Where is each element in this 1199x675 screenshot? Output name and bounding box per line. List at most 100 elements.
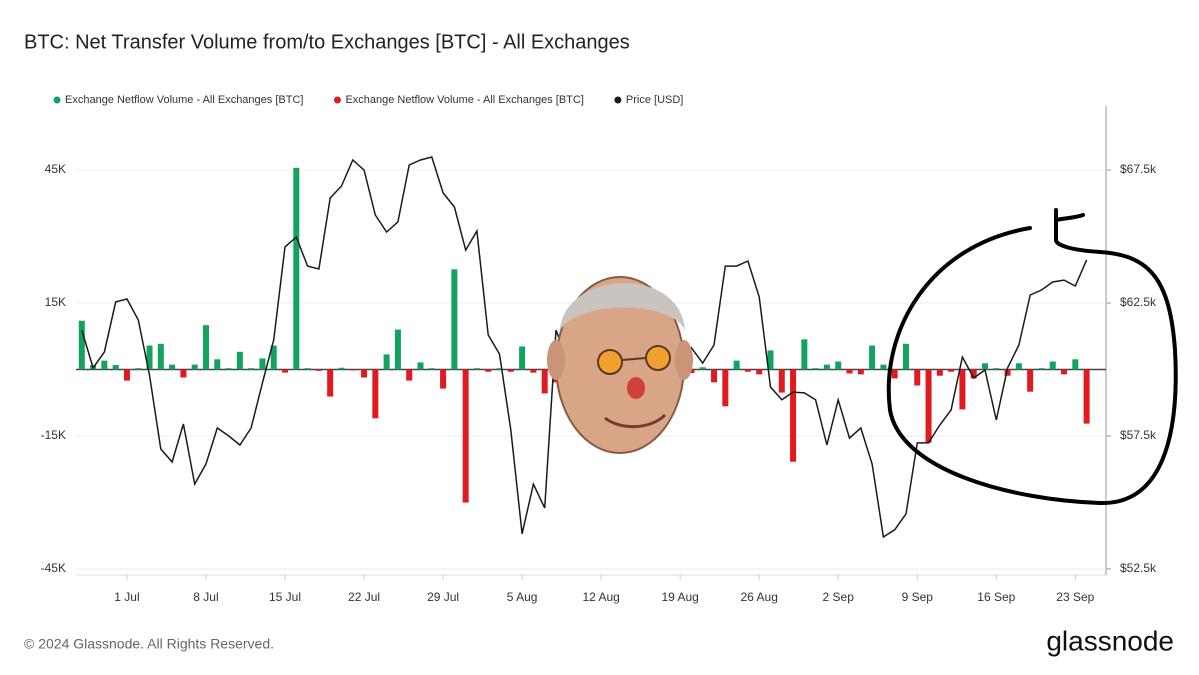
bar <box>823 364 830 370</box>
bar <box>304 368 311 370</box>
bar <box>812 368 819 370</box>
bar <box>135 368 142 370</box>
bar <box>902 343 909 370</box>
bar <box>880 364 887 370</box>
bar <box>959 369 966 410</box>
bar <box>1083 369 1090 424</box>
logo: glassnode <box>1046 625 1174 656</box>
x-tick-label: 9 Sep <box>902 590 934 604</box>
bar <box>790 369 797 462</box>
y2-tick-label: $57.5k <box>1120 428 1157 442</box>
labels: -45K -15K 15K 45K $52.5k $57.5k $62.5k $67.5k 1 … <box>41 94 1157 604</box>
bar <box>202 325 209 370</box>
bar <box>744 369 751 372</box>
y-tick-label: 15K <box>45 295 66 309</box>
bar <box>982 363 988 370</box>
bar <box>857 369 864 375</box>
bar <box>473 368 480 370</box>
bar <box>146 345 153 370</box>
bar <box>1049 361 1056 370</box>
y-tick-label: -45K <box>41 561 66 575</box>
legend-marker <box>53 96 61 104</box>
bar <box>394 329 401 370</box>
x-tick-label: 15 Jul <box>269 590 301 604</box>
bar <box>846 369 853 374</box>
bar <box>801 339 808 370</box>
bar <box>123 369 130 381</box>
bar <box>869 345 876 370</box>
y2-tick-label: $67.5k <box>1120 162 1157 176</box>
bar <box>711 369 718 383</box>
bar <box>383 354 390 370</box>
bar <box>417 362 424 370</box>
legend-label: Price [USD] <box>626 94 683 106</box>
bar <box>372 369 379 419</box>
bar <box>496 368 503 370</box>
x-tick-label: 2 Sep <box>823 590 855 604</box>
bar <box>315 369 322 371</box>
bar <box>970 369 977 379</box>
bar <box>778 369 785 393</box>
legend-label: Exchange Netflow Volume - All Exchanges … <box>65 94 303 106</box>
bar <box>891 369 898 379</box>
bar <box>1004 369 1011 376</box>
bar <box>1015 363 1022 370</box>
bar <box>993 368 1000 370</box>
x-tick-label: 12 Aug <box>582 590 619 604</box>
bar <box>214 359 221 370</box>
bar <box>451 269 458 370</box>
bar <box>1038 368 1045 370</box>
bar <box>327 369 334 397</box>
bar <box>936 369 943 376</box>
bar <box>462 369 469 503</box>
bar <box>259 358 266 370</box>
bar <box>835 361 842 370</box>
legend-marker <box>333 96 341 104</box>
face-sticker <box>547 276 693 454</box>
hand-drawn-circle <box>886 208 1178 506</box>
bar <box>112 365 119 370</box>
bar <box>428 368 435 370</box>
x-tick-label: 23 Sep <box>1056 590 1094 604</box>
bar <box>925 369 932 443</box>
bar <box>236 351 243 370</box>
bar <box>338 367 345 370</box>
y2-tick-label: $62.5k <box>1120 295 1157 309</box>
bar <box>180 369 187 378</box>
bar <box>767 350 774 370</box>
bar <box>541 369 548 394</box>
y2-tick-label: $52.5k <box>1120 561 1157 575</box>
bar <box>406 369 413 381</box>
x-tick-label: 1 Jul <box>114 590 139 604</box>
bar <box>270 345 277 370</box>
bar <box>485 369 492 372</box>
copyright: © 2024 Glassnode. All Rights Reserved. <box>24 636 274 652</box>
x-tick-label: 16 Sep <box>977 590 1015 604</box>
x-tick-label: 5 Aug <box>507 590 538 604</box>
x-tick-label: 19 Aug <box>661 590 698 604</box>
bar <box>78 320 85 370</box>
bar <box>349 369 356 371</box>
x-tick-label: 26 Aug <box>741 590 778 604</box>
bar <box>699 367 706 370</box>
bar <box>282 369 289 373</box>
bar <box>248 368 255 370</box>
bar <box>530 369 537 373</box>
bar <box>293 167 300 370</box>
x-tick-label: 8 Jul <box>193 590 218 604</box>
chart-title: BTC: Net Transfer Volume from/to Exchang… <box>24 31 630 53</box>
bar <box>225 368 232 370</box>
bar <box>948 369 955 372</box>
bar <box>756 369 763 375</box>
bar <box>688 369 695 374</box>
bar <box>722 369 729 407</box>
bar <box>169 364 176 370</box>
legend-marker <box>614 96 622 104</box>
bar <box>157 343 164 370</box>
x-tick-label: 22 Jul <box>348 590 380 604</box>
bar <box>1072 359 1079 370</box>
y-tick-label: -15K <box>41 428 66 442</box>
bar <box>101 360 108 370</box>
bar <box>440 369 447 389</box>
